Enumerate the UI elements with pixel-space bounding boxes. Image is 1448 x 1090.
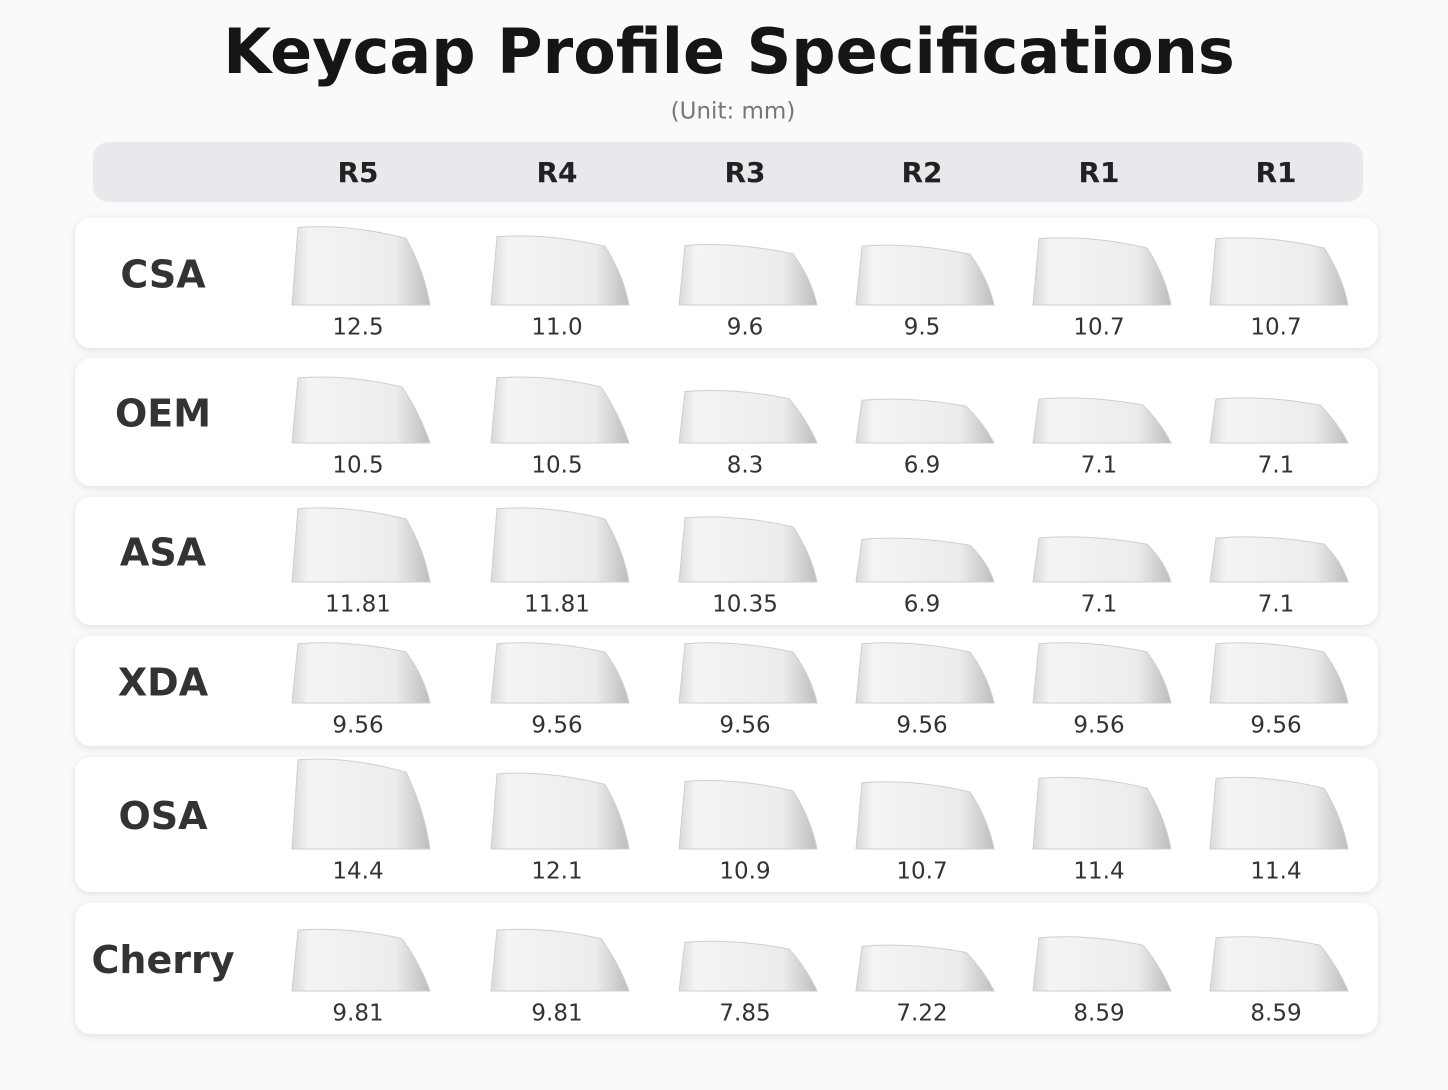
keycap [490,235,630,306]
keycap [855,642,995,704]
cell-value: 11.4 [1073,859,1124,885]
keycap [490,772,630,850]
cell-value: 9.56 [896,713,947,739]
cell-value: 8.59 [1250,1001,1301,1027]
cell-value: 6.9 [904,453,941,479]
keycap [855,537,995,583]
keycap [1209,237,1349,306]
keycap [291,758,431,850]
keycap [678,780,818,850]
cell-value: 10.7 [1073,315,1124,341]
keycap [291,928,431,992]
keycap [291,642,431,704]
keycap [1032,936,1172,992]
cell-value: 7.1 [1258,453,1295,479]
cell-value: 10.35 [712,592,778,618]
cell-value: 11.0 [531,315,582,341]
cell-value: 9.6 [727,315,764,341]
cell-value: 9.5 [904,315,941,341]
cell-value: 9.56 [719,713,770,739]
keycap [291,507,431,583]
header-bar [93,142,1363,202]
cell-value: 9.56 [332,713,383,739]
keycap [855,944,995,992]
cell-value: 8.3 [727,453,764,479]
keycap [855,398,995,444]
keycap [1032,397,1172,444]
row-label: CSA [120,253,206,297]
keycap [678,389,818,444]
cell-value: 10.7 [896,859,947,885]
cell-value: 14.4 [332,859,383,885]
keycap [1209,642,1349,704]
keycap [1209,536,1349,583]
cell-value: 9.81 [332,1001,383,1027]
keycap [855,781,995,850]
keycap [490,507,630,583]
cell-value: 9.56 [531,713,582,739]
cell-value: 11.81 [325,592,391,618]
column-header: R1 [1078,156,1119,189]
keycap [490,928,630,992]
row-label: OEM [115,392,211,436]
row-label: XDA [118,661,209,705]
cell-value: 11.4 [1250,859,1301,885]
cell-value: 10.9 [719,859,770,885]
keycap [1032,237,1172,306]
title: Keycap Profile Specifications [223,15,1235,88]
cell-value: 10.7 [1250,315,1301,341]
cell-value: 7.1 [1258,592,1295,618]
keycap [490,642,630,704]
cell-value: 10.5 [531,453,582,479]
cell-value: 7.22 [896,1001,947,1027]
cell-value: 7.85 [719,1001,770,1027]
keycap [678,516,818,583]
cell-value: 9.56 [1250,713,1301,739]
column-header: R5 [337,156,378,189]
cell-value: 6.9 [904,592,941,618]
row-label: ASA [120,531,207,575]
column-header: R4 [536,156,577,189]
cell-value: 12.1 [531,859,582,885]
keycap [1209,936,1349,992]
cell-value: 11.81 [524,592,590,618]
keycap [678,244,818,306]
keycap [291,376,431,444]
keycap [490,376,630,444]
keycap [678,642,818,704]
subtitle: (Unit: mm) [671,99,796,125]
cell-value: 7.1 [1081,592,1118,618]
cell-value: 9.81 [531,1001,582,1027]
keycap [291,226,431,306]
column-header: R2 [901,156,942,189]
column-header: R3 [724,156,765,189]
keycap [1032,776,1172,850]
cell-value: 8.59 [1073,1001,1124,1027]
keycap [1209,397,1349,444]
cell-value: 9.56 [1073,713,1124,739]
row-label: Cherry [92,938,235,982]
cell-value: 12.5 [332,315,383,341]
cell-value: 10.5 [332,453,383,479]
cell-value: 7.1 [1081,453,1118,479]
keycap [1032,536,1172,583]
keycap [678,940,818,992]
keycap [1032,642,1172,704]
row-label: OSA [118,794,208,838]
keycap [855,244,995,306]
column-header: R1 [1255,156,1296,189]
keycap [1209,776,1349,850]
